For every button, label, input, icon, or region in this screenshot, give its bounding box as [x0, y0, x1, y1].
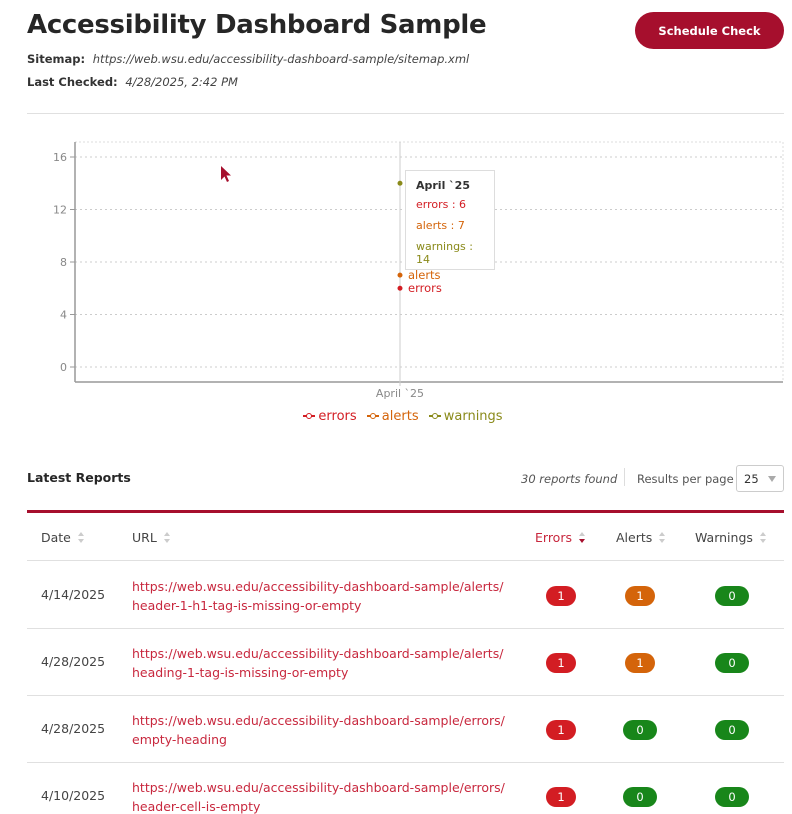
tooltip-warnings: warnings : 14 [416, 240, 473, 266]
errors-badge: 1 [546, 787, 576, 807]
point-label-errors: errors [408, 281, 442, 295]
x-tick-april-25: April `25 [376, 387, 424, 400]
warnings-badge: 0 [715, 720, 749, 740]
column-header-errors[interactable]: Errors [535, 530, 586, 545]
trend-chart: 16 12 8 4 0 April `25 [0, 130, 792, 430]
results-per-page-value: 25 [744, 472, 759, 486]
report-url-link[interactable]: https://web.wsu.edu/accessibility-dashbo… [132, 579, 504, 613]
report-url-link[interactable]: https://web.wsu.edu/accessibility-dashbo… [132, 646, 504, 680]
alerts-badge: 1 [625, 653, 655, 673]
reports-separator [624, 468, 625, 486]
sitemap-label: Sitemap: [27, 52, 86, 66]
column-header-alerts[interactable]: Alerts [616, 530, 666, 545]
sitemap-info: Sitemap: https://web.wsu.edu/accessibili… [27, 52, 469, 66]
errors-badge: 1 [546, 586, 576, 606]
reports-count: 30 reports found [521, 472, 618, 486]
table-row: 4/10/2025 https://web.wsu.edu/accessibil… [27, 763, 784, 814]
column-header-warnings[interactable]: Warnings [695, 530, 767, 545]
column-header-url[interactable]: URL [132, 530, 171, 545]
table-row: 4/28/2025 https://web.wsu.edu/accessibil… [27, 629, 784, 696]
chart-legend: errors alerts warnings [0, 408, 792, 424]
legend-alerts[interactable]: alerts [366, 408, 419, 424]
cell-date: 4/28/2025 [41, 654, 106, 669]
legend-alerts-marker-icon [366, 413, 379, 419]
errors-badge: 1 [546, 653, 576, 673]
column-header-url-label: URL [132, 530, 157, 545]
sort-icon [77, 531, 85, 544]
chart-svg: 16 12 8 4 0 April `25 [53, 141, 784, 400]
y-tick-0: 0 [60, 361, 67, 374]
mouse-cursor-icon [221, 166, 231, 182]
reports-title: Latest Reports [27, 470, 131, 485]
sort-desc-icon [578, 531, 586, 544]
chart-tooltip: April `25 errors : 6 alerts : 7 warnings… [405, 170, 495, 270]
results-per-page-select[interactable]: 25 [736, 465, 784, 492]
tooltip-title: April `25 [416, 179, 470, 192]
legend-alerts-label: alerts [381, 408, 419, 424]
point-warnings[interactable] [397, 180, 403, 186]
last-checked-info: Last Checked: 4/28/2025, 2:42 PM [27, 75, 238, 89]
table-header: Date URL Errors Alerts Warnings [27, 513, 784, 561]
legend-errors-marker-icon [303, 413, 316, 419]
column-header-alerts-label: Alerts [616, 530, 653, 545]
last-checked-label: Last Checked: [27, 75, 118, 89]
sort-icon [658, 531, 666, 544]
alerts-badge: 1 [625, 586, 655, 606]
tooltip-alerts: alerts : 7 [416, 219, 465, 232]
sort-icon [759, 531, 767, 544]
y-tick-16: 16 [53, 151, 67, 164]
tooltip-errors: errors : 6 [416, 198, 467, 211]
legend-errors[interactable]: errors [303, 408, 357, 424]
column-header-errors-label: Errors [535, 530, 572, 545]
alerts-badge: 0 [623, 787, 657, 807]
legend-warnings-marker-icon [428, 413, 441, 419]
schedule-check-button[interactable]: Schedule Check [635, 12, 784, 49]
legend-errors-label: errors [318, 408, 357, 424]
report-url-link[interactable]: https://web.wsu.edu/accessibility-dashbo… [132, 713, 505, 747]
cell-date: 4/10/2025 [41, 788, 106, 803]
point-errors[interactable] [397, 285, 403, 291]
legend-warnings-label: warnings [443, 408, 503, 424]
warnings-badge: 0 [715, 653, 749, 673]
header-divider [27, 113, 784, 114]
errors-badge: 1 [546, 720, 576, 740]
cell-date: 4/14/2025 [41, 587, 106, 602]
table-top-border [27, 510, 784, 513]
sort-icon [163, 531, 171, 544]
y-tick-4: 4 [60, 309, 67, 322]
alerts-badge: 0 [623, 720, 657, 740]
y-tick-12: 12 [53, 204, 67, 217]
column-header-date[interactable]: Date [41, 530, 85, 545]
chevron-down-icon [768, 476, 776, 482]
legend-warnings[interactable]: warnings [428, 408, 503, 424]
warnings-badge: 0 [715, 586, 749, 606]
report-url-link[interactable]: https://web.wsu.edu/accessibility-dashbo… [132, 780, 505, 814]
point-label-alerts: alerts [408, 268, 441, 282]
column-header-date-label: Date [41, 530, 71, 545]
cell-date: 4/28/2025 [41, 721, 106, 736]
results-per-page-label: Results per page [637, 472, 734, 486]
table-row: 4/28/2025 https://web.wsu.edu/accessibil… [27, 696, 784, 763]
warnings-badge: 0 [715, 787, 749, 807]
point-alerts[interactable] [397, 272, 403, 278]
table-row: 4/14/2025 https://web.wsu.edu/accessibil… [27, 562, 784, 629]
y-tick-8: 8 [60, 256, 67, 269]
sitemap-value: https://web.wsu.edu/accessibility-dashbo… [92, 52, 470, 66]
column-header-warnings-label: Warnings [695, 530, 753, 545]
page-title: Accessibility Dashboard Sample [27, 10, 487, 40]
last-checked-value: 4/28/2025, 2:42 PM [125, 75, 238, 89]
